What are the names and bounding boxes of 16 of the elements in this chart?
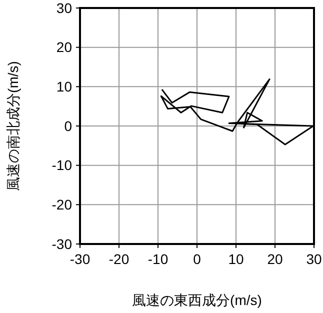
x-tick-label: -10 — [148, 251, 168, 267]
x-tick-label: -30 — [70, 251, 90, 267]
x-tick-label: 30 — [306, 251, 322, 267]
x-tick-label: 10 — [228, 251, 244, 267]
y-tick-label: 30 — [56, 0, 72, 16]
y-tick-label: -30 — [52, 236, 72, 252]
x-tick-label: -20 — [108, 251, 130, 267]
x-tick-label: 0 — [193, 251, 202, 267]
y-tick-label: 20 — [56, 39, 72, 56]
x-axis-title: 風速の東西成分(m/s) — [132, 292, 262, 308]
y-tick-label: 10 — [56, 78, 72, 95]
x-tick-label: 20 — [267, 251, 283, 267]
y-tick-label: 0 — [64, 118, 72, 134]
y-axis-title: 風速の南北成分(m/s) — [5, 61, 21, 191]
y-tick-label: -20 — [52, 196, 72, 213]
y-tick-label: -10 — [52, 157, 72, 174]
